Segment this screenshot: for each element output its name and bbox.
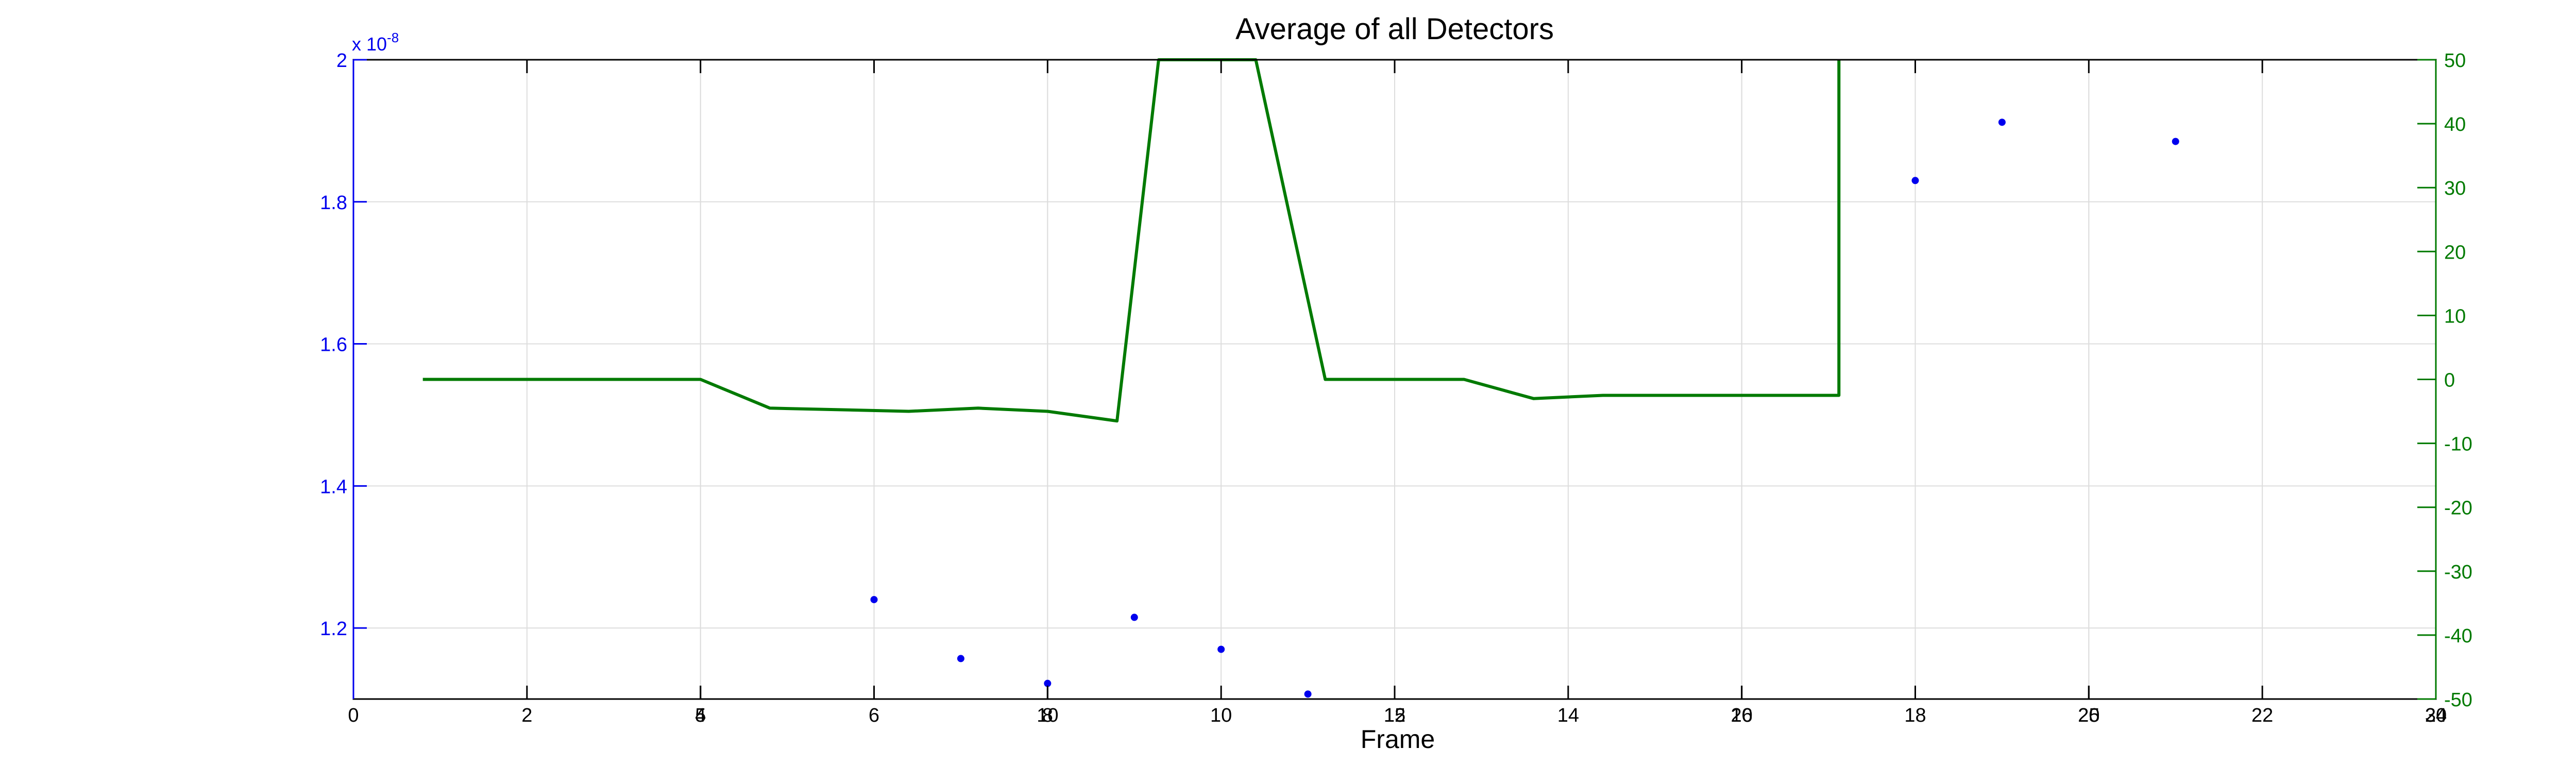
x-tick-label: 16 bbox=[1731, 705, 1753, 726]
x-tick-label: 24 bbox=[2425, 705, 2447, 726]
scatter-point bbox=[1217, 645, 1225, 653]
x-tick-label: 15 bbox=[1384, 705, 1405, 726]
grid bbox=[353, 60, 2436, 699]
right-y-tick-label: 50 bbox=[2444, 50, 2466, 72]
x-tick-label: 6 bbox=[869, 705, 879, 726]
right-y-tick-label: -40 bbox=[2444, 625, 2472, 647]
x-tick-label: 10 bbox=[1037, 705, 1058, 726]
x-tick-label: 20 bbox=[1731, 705, 1753, 726]
left-y-tick-label: 1.8 bbox=[320, 192, 347, 214]
x-tick-label: 8 bbox=[1042, 705, 1053, 726]
scatter-point bbox=[1044, 679, 1052, 687]
x-tick-label: 22 bbox=[2251, 705, 2273, 726]
x-tick-label: 25 bbox=[2078, 705, 2099, 726]
scatter-point bbox=[1911, 177, 1919, 184]
x-tick-label: 18 bbox=[1904, 705, 1926, 726]
x-tick-label: 4 bbox=[695, 705, 706, 726]
exponent-base: x 10 bbox=[352, 33, 387, 55]
scatter-point bbox=[1130, 614, 1138, 621]
x-axis-label: Frame bbox=[1361, 725, 1435, 754]
right-y-tick-label: 40 bbox=[2444, 114, 2466, 135]
right-y-tick-label: -50 bbox=[2444, 689, 2472, 711]
x-tick-label: 10 bbox=[1210, 705, 1232, 726]
x-tick-label: 20 bbox=[2078, 705, 2099, 726]
right-y-tick-label: 30 bbox=[2444, 178, 2466, 199]
right-y-tick-label: 10 bbox=[2444, 305, 2466, 327]
scatter-point bbox=[1998, 118, 2006, 126]
left-y-tick-label: 1.6 bbox=[320, 334, 347, 356]
axes: 0 2 4 6 8 10 12 14 16 18 20 22 245 10 15 20 25 301.21.41.… bbox=[320, 50, 2472, 726]
scatter-point bbox=[1304, 690, 1312, 698]
x-tick-label: 2 bbox=[521, 705, 532, 726]
x-tick-label: 30 bbox=[2425, 705, 2447, 726]
left-y-tick-label: 1.2 bbox=[320, 618, 347, 640]
left-y-tick-label: 2 bbox=[336, 50, 347, 72]
right-y-tick-label: -20 bbox=[2444, 498, 2472, 519]
left-y-tick-label: 1.4 bbox=[320, 476, 347, 498]
x-tick-label: 12 bbox=[1384, 705, 1405, 726]
exponent-power: -8 bbox=[387, 30, 399, 45]
left-axis-exponent: x 10-8 bbox=[352, 30, 399, 55]
x-tick-label: 5 bbox=[695, 705, 706, 726]
x-tick-label: 14 bbox=[1557, 705, 1579, 726]
right-y-tick-label: 0 bbox=[2444, 370, 2455, 392]
right-y-tick-label: 20 bbox=[2444, 242, 2466, 263]
right-y-tick-label: -10 bbox=[2444, 434, 2472, 455]
scatter-point bbox=[2172, 138, 2179, 145]
x-tick-label: 0 bbox=[348, 705, 359, 726]
scatter-point bbox=[957, 655, 964, 662]
right-y-tick-label: -30 bbox=[2444, 561, 2472, 583]
scatter-point bbox=[870, 595, 878, 603]
chart-title: Average of all Detectors bbox=[1235, 12, 1554, 46]
